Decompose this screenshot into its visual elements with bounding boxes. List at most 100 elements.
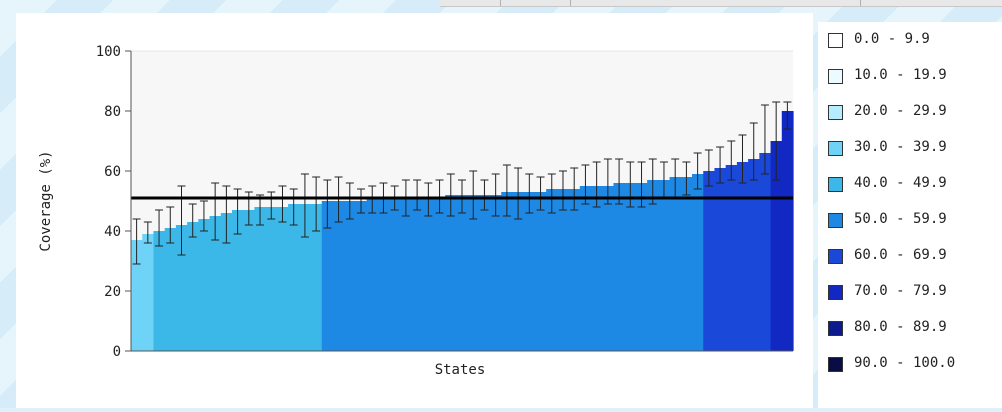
legend-label: 70.0 - 79.9 <box>854 283 947 299</box>
bar <box>568 189 581 351</box>
legend-label: 30.0 - 39.9 <box>854 139 947 155</box>
bar <box>781 111 794 351</box>
error-bar <box>480 179 489 211</box>
bar <box>725 165 738 351</box>
legend-swatch <box>828 105 843 120</box>
bar <box>557 189 570 351</box>
y-tick-label: 20 <box>104 284 121 300</box>
bar <box>433 198 446 351</box>
legend-label: 60.0 - 69.9 <box>854 247 947 263</box>
error-bar <box>570 167 579 211</box>
bar <box>647 180 659 351</box>
error-bar <box>222 185 231 244</box>
bar <box>490 195 502 351</box>
bar <box>131 240 143 351</box>
bar <box>501 192 514 351</box>
bar <box>344 201 357 351</box>
error-bar <box>300 173 309 238</box>
legend-label: 50.0 - 59.9 <box>854 211 947 227</box>
x-axis-label: States <box>435 362 486 378</box>
error-bar <box>312 176 321 232</box>
error-bar <box>760 104 769 175</box>
y-tick-label: 80 <box>104 104 121 120</box>
bar <box>321 201 334 351</box>
bar <box>142 234 155 351</box>
error-bar <box>749 122 758 181</box>
legend-swatch <box>828 69 843 84</box>
coverage-chart: 0 20 40 60 80 100 States Coverage (%) <box>38 44 794 378</box>
error-bar <box>525 173 534 214</box>
bar <box>478 195 491 351</box>
bar <box>613 183 626 351</box>
error-bar <box>278 185 287 223</box>
bar <box>714 168 727 351</box>
bar <box>546 189 558 351</box>
error-bar <box>727 140 736 181</box>
legend-swatch <box>828 357 843 372</box>
error-bar <box>558 170 567 211</box>
error-bar <box>357 188 366 214</box>
bar <box>658 180 671 351</box>
legend-label: 10.0 - 19.9 <box>854 67 947 83</box>
error-bar <box>514 167 523 220</box>
legend-label: 90.0 - 100.0 <box>854 355 956 371</box>
bar <box>467 195 480 351</box>
bar <box>310 204 323 351</box>
error-bar <box>166 206 175 244</box>
legend-panel: 0.0 - 9.9 10.0 - 19.9 20.0 - 29.9 30.0 - 39… <box>818 22 1002 408</box>
error-bar <box>704 149 713 187</box>
top-toolbar-strip <box>440 0 1002 7</box>
bar <box>198 219 211 351</box>
y-tick-label: 40 <box>104 224 121 240</box>
error-bar <box>132 218 141 265</box>
bar <box>770 141 783 351</box>
legend-label: 0.0 - 9.9 <box>854 31 930 47</box>
bar <box>624 183 637 351</box>
error-bar <box>502 164 511 217</box>
error-bar <box>783 101 792 130</box>
legend-swatch <box>828 249 843 264</box>
bar <box>332 201 345 351</box>
error-bar <box>199 200 208 232</box>
bar <box>748 159 760 351</box>
error-bar <box>155 209 164 247</box>
bars-group <box>131 111 794 351</box>
error-bar <box>738 134 747 184</box>
bar <box>579 186 592 351</box>
bar <box>703 171 716 351</box>
bar <box>175 225 188 351</box>
error-bar <box>188 203 197 238</box>
bar <box>220 213 233 351</box>
error-bar <box>143 221 152 244</box>
legend-swatch <box>828 285 843 300</box>
bar <box>534 192 547 351</box>
error-bar <box>413 179 422 211</box>
error-bar <box>716 146 725 184</box>
bar <box>422 198 435 351</box>
error-bar <box>446 173 455 217</box>
error-bar <box>682 161 691 196</box>
bar <box>669 177 682 351</box>
legend-swatch <box>828 321 843 336</box>
bar <box>635 183 648 351</box>
bar <box>366 198 379 351</box>
bar <box>759 153 772 351</box>
y-tick-label: 60 <box>104 164 121 180</box>
bar <box>187 222 199 351</box>
error-bar <box>693 152 702 190</box>
error-bar <box>547 173 556 214</box>
y-axis-ticks: 0 20 40 60 80 100 <box>96 44 131 360</box>
bar <box>299 204 312 351</box>
bar <box>276 207 289 351</box>
bar <box>400 198 413 351</box>
toolbar-divider <box>500 0 501 6</box>
bar <box>736 162 749 351</box>
bar <box>153 231 166 351</box>
bar <box>265 207 278 351</box>
legend-label: 80.0 - 89.9 <box>854 319 947 335</box>
bar <box>209 216 222 351</box>
bar <box>254 207 267 351</box>
bar <box>445 195 457 351</box>
bar <box>591 186 603 351</box>
bar <box>377 198 390 351</box>
